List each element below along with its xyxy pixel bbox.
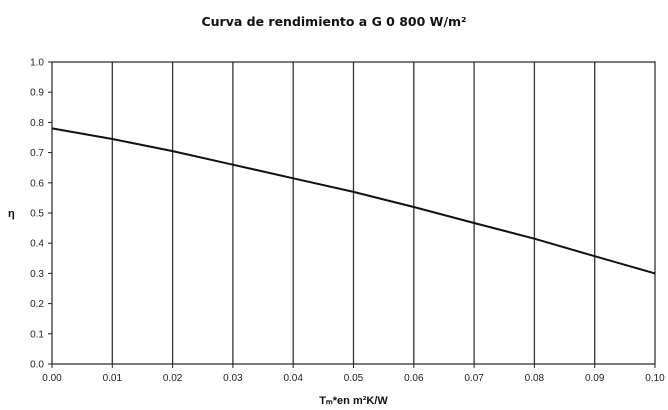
y-tick-label: 0.3 xyxy=(30,269,44,280)
x-tick-label: 0.06 xyxy=(404,373,424,384)
y-tick-label: 1.0 xyxy=(30,58,44,69)
y-tick-label: 0.1 xyxy=(30,329,44,340)
y-tick-label: 0.4 xyxy=(30,239,44,250)
y-axis-label: η xyxy=(8,208,15,220)
y-tick-label: 0.9 xyxy=(30,88,44,99)
x-tick-label: 0.05 xyxy=(344,373,364,384)
y-tick-label: 0.0 xyxy=(30,360,44,371)
x-tick-label: 0.03 xyxy=(223,373,243,384)
y-tick-label: 0.6 xyxy=(30,178,44,189)
y-tick-label: 0.7 xyxy=(30,148,44,159)
x-tick-label: 0.07 xyxy=(464,373,484,384)
x-tick-label: 0.00 xyxy=(42,373,62,384)
x-tick-label: 0.09 xyxy=(585,373,605,384)
plot-frame xyxy=(51,61,656,365)
y-tick-label: 0.5 xyxy=(30,209,44,220)
x-tick-label: 0.08 xyxy=(525,373,545,384)
x-tick-label: 0.01 xyxy=(103,373,123,384)
y-tick-label: 0.2 xyxy=(30,299,44,310)
y-tick-labels: 0.0 0.1 0.2 0.3 0.4 0.5 0.6 0.7 0.8 0.9 1.0 xyxy=(30,58,44,371)
efficiency-curve xyxy=(51,127,656,275)
chart-title: Curva de rendimiento a G 0 800 W/m² xyxy=(201,14,467,29)
x-tick-label: 0.04 xyxy=(283,373,303,384)
y-tick-label: 0.8 xyxy=(30,118,44,129)
x-tick-label: 0.02 xyxy=(163,373,183,384)
x-tick-labels: 0.00 0.01 0.02 0.03 0.04 0.05 0.06 0.07 0.08 0.09… xyxy=(42,373,665,384)
x-tick-label: 0.10 xyxy=(645,373,665,384)
grid xyxy=(48,61,656,368)
x-axis-label: Tₘ*en m²K/W xyxy=(319,395,388,407)
